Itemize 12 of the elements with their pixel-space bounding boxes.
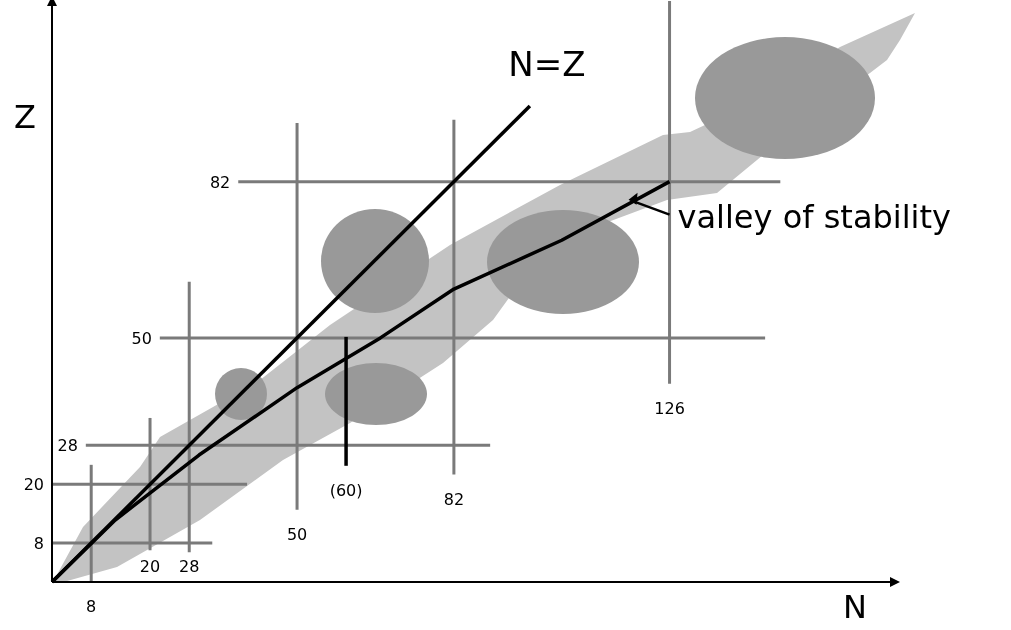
annotation: 50 (131, 328, 152, 348)
annotation: 126 (654, 398, 685, 418)
annotation: (60) (329, 480, 363, 500)
legend-label: valley of stability (677, 197, 951, 236)
annotation: 82 (443, 489, 465, 509)
annotation: 8 (86, 597, 97, 616)
y-axis-title: Z (14, 98, 36, 136)
series-label: N=Z (508, 43, 586, 84)
x-axis-title: N (843, 588, 867, 626)
annotation: 82 (209, 172, 231, 192)
annotation: 50 (286, 524, 308, 544)
annotation: 28 (57, 436, 78, 456)
